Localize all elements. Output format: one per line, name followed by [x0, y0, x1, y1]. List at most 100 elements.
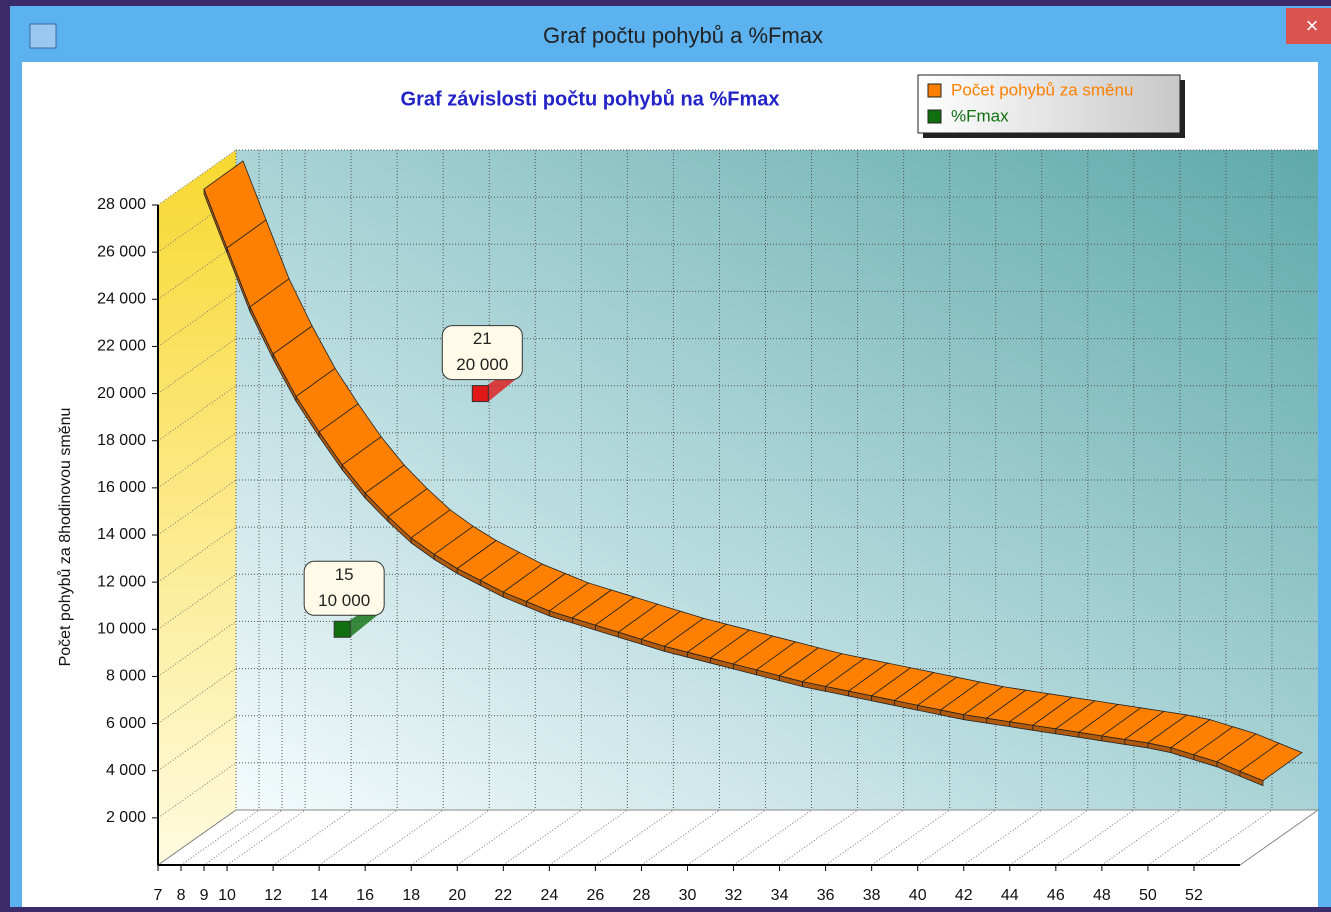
x-tick-label: 52	[1185, 887, 1203, 904]
x-tick-label: 22	[494, 887, 512, 904]
window-title: Graf počtu pohybů a %Fmax	[543, 23, 823, 48]
grid-line	[456, 809, 536, 866]
x-tick-label: 7	[154, 887, 163, 904]
x-tick-label: 26	[587, 887, 605, 904]
x-tick-label: 14	[310, 887, 328, 904]
grid-line	[963, 809, 1043, 866]
legend-box	[917, 74, 1181, 134]
grid-line	[157, 573, 237, 630]
grid-line	[595, 809, 674, 866]
x-tick-label: 44	[1001, 887, 1019, 904]
marker	[333, 620, 351, 638]
x-tick-label: 28	[633, 887, 651, 904]
x-tick-label: 18	[402, 887, 420, 904]
grid-line	[157, 432, 237, 489]
grid-line	[1009, 809, 1089, 866]
callout-x: 15	[335, 565, 354, 584]
callout-value: 10 000	[318, 591, 370, 610]
grid-line	[180, 809, 260, 866]
x-tick-label: 10	[218, 887, 236, 904]
grid-line	[917, 809, 996, 866]
x-tick-label: 32	[725, 887, 743, 904]
marker	[471, 385, 489, 403]
floor	[156, 809, 1320, 866]
grid-line	[825, 809, 904, 866]
grid-line	[157, 479, 237, 536]
x-tick-label: 16	[356, 887, 374, 904]
grid-line	[157, 196, 237, 253]
legend-label: Počet pohybů za směnu	[951, 80, 1133, 99]
grid-line	[157, 149, 237, 206]
legend-swatch	[927, 83, 942, 98]
y-tick-label: 12 000	[97, 573, 146, 590]
grid-line	[641, 809, 720, 866]
y-tick-label: 26 000	[97, 243, 146, 260]
callout-x: 21	[473, 329, 492, 348]
close-icon[interactable]: ×	[1306, 13, 1319, 38]
x-tick-label: 48	[1093, 887, 1111, 904]
grid-line	[157, 621, 237, 677]
grid-line	[157, 668, 237, 724]
x-tick-label: 8	[177, 887, 186, 904]
x-tick-label: 20	[448, 887, 466, 904]
callout-box	[303, 560, 385, 616]
grid-line	[1193, 809, 1273, 866]
y-axis-label: Počet pohybů za 8hodinovou směnu	[56, 408, 74, 667]
grid-line	[157, 338, 237, 394]
grid-line	[1147, 809, 1227, 866]
x-tick-label: 38	[863, 887, 881, 904]
grid-line	[157, 809, 237, 866]
x-tick-label: 36	[817, 887, 835, 904]
grid-line	[157, 385, 237, 442]
y-tick-label: 28 000	[97, 196, 146, 213]
y-tick-label: 16 000	[97, 479, 146, 496]
x-tick-label: 50	[1139, 887, 1157, 904]
grid-line	[157, 243, 237, 300]
y-tick-label: 24 000	[97, 291, 146, 308]
y-tick-label: 10 000	[97, 621, 146, 638]
grid-line	[157, 715, 237, 772]
side-wall	[158, 150, 236, 865]
grid-line	[549, 809, 628, 866]
x-tick-label: 40	[909, 887, 927, 904]
y-tick-label: 20 000	[97, 385, 146, 402]
grid-line	[157, 291, 237, 347]
y-tick-label: 18 000	[97, 432, 146, 449]
x-tick-label: 30	[679, 887, 697, 904]
chart-title: Graf závislosti počtu pohybů na %Fmax	[401, 88, 780, 110]
y-tick-label: 6 000	[106, 715, 146, 732]
x-tick-label: 46	[1047, 887, 1065, 904]
grid-line	[226, 809, 306, 866]
y-tick-label: 4 000	[106, 762, 146, 779]
grid-line	[733, 809, 812, 866]
x-tick-label: 34	[771, 887, 789, 904]
grid-line	[364, 809, 444, 866]
y-tick-label: 8 000	[106, 668, 146, 685]
x-tick-label: 42	[955, 887, 973, 904]
grid-line	[318, 809, 398, 866]
close-button[interactable]	[1286, 8, 1331, 44]
legend-swatch	[927, 109, 942, 124]
grid-line	[503, 809, 582, 866]
grid-line	[203, 809, 283, 866]
grid-line	[1101, 809, 1181, 866]
x-tick-label: 9	[200, 887, 209, 904]
x-tick-label: 12	[264, 887, 282, 904]
grid-line	[779, 809, 858, 866]
grid-line	[272, 809, 352, 866]
callout-box	[441, 325, 523, 381]
x-tick-label: 24	[540, 887, 558, 904]
ribbon-segment	[1239, 742, 1303, 782]
grid-line	[687, 809, 766, 866]
y-tick-label: 14 000	[97, 526, 146, 543]
grid-line	[157, 762, 237, 819]
app-icon	[29, 23, 57, 49]
y-tick-label: 22 000	[97, 338, 146, 355]
grid-line	[1055, 809, 1135, 866]
legend-label: %Fmax	[951, 106, 1009, 125]
y-tick-label: 2 000	[106, 809, 146, 826]
grid-line	[410, 809, 490, 866]
grid-line	[871, 809, 950, 866]
